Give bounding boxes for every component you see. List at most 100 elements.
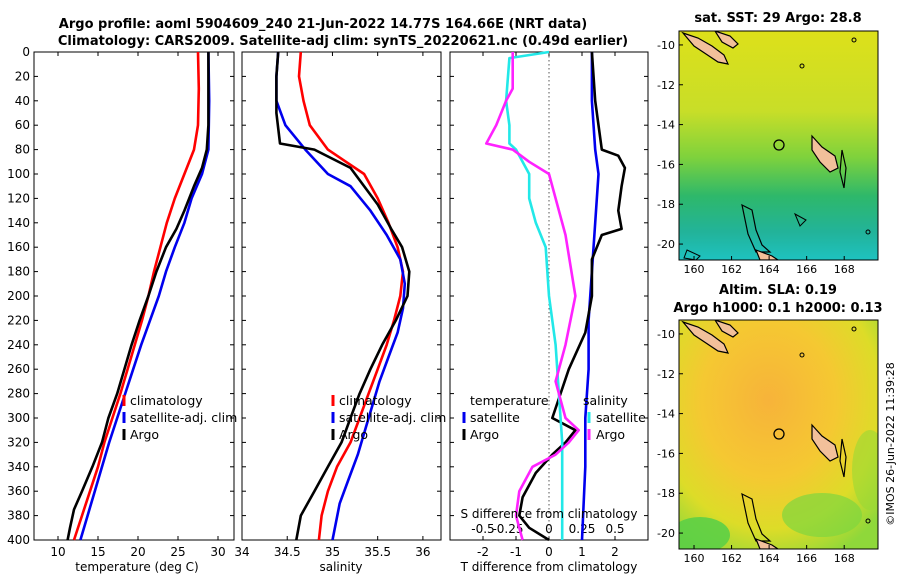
legend-argo-label: Argo xyxy=(339,427,368,442)
legend-climatology-label: climatology xyxy=(130,393,203,408)
sla-map-coast xyxy=(679,320,878,549)
map-x-tick-label: 168 xyxy=(834,263,855,276)
series-line-s-argo xyxy=(484,52,581,541)
y-tick-label: 60 xyxy=(15,118,30,132)
x-tick-label: 30 xyxy=(210,545,225,559)
x-tick-label: 34.5 xyxy=(274,545,301,559)
map-y-tick-label: -10 xyxy=(657,39,675,52)
map-y-tick-label: -14 xyxy=(657,119,675,132)
series-line-t-argo xyxy=(517,51,627,542)
map-x-tick-label: 160 xyxy=(684,552,705,565)
temperature-legend: climatology satellite-adj. clim Argo xyxy=(122,393,237,442)
map-x-tick-label: 162 xyxy=(721,552,742,565)
sla-map-axes: 160 162 164 166 168 -10 -12 -14 -16 -18 -20 xyxy=(657,328,855,565)
x-tick-label: 35 xyxy=(325,545,340,559)
map-y-tick-label: -12 xyxy=(657,368,675,381)
map-x-tick-label: 160 xyxy=(684,263,705,276)
sst-map-frame xyxy=(678,30,879,261)
sst-map-axes: 160 162 164 166 168 -10 -12 -14 -16 -18 -20 xyxy=(657,39,855,276)
map-y-tick-label: -20 xyxy=(657,527,675,540)
map-x-tick-label: 168 xyxy=(834,552,855,565)
legend-s-satellite-label: satellite xyxy=(596,410,646,425)
legend-argo-label: Argo xyxy=(130,427,159,442)
sla-map-frame xyxy=(678,319,879,550)
map-y-tick-label: -18 xyxy=(657,198,675,211)
difference-panel: -2 -1 0 1 2-0.5-0.25 0 0.25 0.5 xyxy=(449,50,649,559)
sst-map-title: sat. SST: 29 Argo: 28.8 xyxy=(694,11,861,26)
legend-satellite-label: satellite-adj. clim xyxy=(339,410,446,425)
salinity-legend: climatology satellite-adj. clim Argo xyxy=(331,393,446,442)
series-line-climatology xyxy=(297,51,405,541)
x-tick-label: 0 xyxy=(545,545,553,559)
x-tick-label: -2 xyxy=(477,545,489,559)
y-tick-label: 300 xyxy=(7,411,30,425)
x-tick-label: -1 xyxy=(510,545,522,559)
y-tick-label: 40 xyxy=(15,94,30,108)
x-tick-label: 20 xyxy=(130,545,145,559)
legend-t-argo-label: Argo xyxy=(470,427,499,442)
y-tick-label: 200 xyxy=(7,289,30,303)
s-diff-tick-label: -0.5 xyxy=(471,522,494,536)
y-tick-label: 80 xyxy=(15,143,30,157)
temperature-xlabel: temperature (deg C) xyxy=(75,560,198,574)
legend-salinity-title: salinity xyxy=(583,393,628,408)
series-line-satellite-adj-clim xyxy=(275,51,407,541)
sst-map: sat. SST: 29 Argo: 28.8 160 162 164 166 168 -… xyxy=(657,11,879,276)
y-tick-label: 220 xyxy=(7,313,30,327)
sla-map: Altim. SLA: 0.19 Argo h1000: 0.1 h2000: … xyxy=(657,283,883,565)
sla-map-title-2: Argo h1000: 0.1 h2000: 0.13 xyxy=(673,301,882,316)
x-tick-label: 15 xyxy=(90,545,105,559)
sla-map-title-1: Altim. SLA: 0.19 xyxy=(719,283,837,298)
x-tick-label: 1 xyxy=(578,545,586,559)
y-tick-label: 20 xyxy=(15,69,30,83)
series-line-s-satellite xyxy=(504,50,564,540)
map-y-tick-label: -12 xyxy=(657,79,675,92)
y-tick-label: 160 xyxy=(7,240,30,254)
map-x-tick-label: 166 xyxy=(796,552,817,565)
x-tick-label: 25 xyxy=(170,545,185,559)
sst-argo-marker xyxy=(773,139,785,151)
x-tick-label: 34 xyxy=(234,545,249,559)
map-y-tick-label: -16 xyxy=(657,158,675,171)
temperature-panel: 0 20 40 60 80 100 120 140 160 180 200 220 240 260 280 3… xyxy=(7,45,235,559)
sla-argo-marker xyxy=(773,428,785,440)
map-x-tick-label: 164 xyxy=(759,552,780,565)
y-tick-label: 400 xyxy=(7,533,30,547)
map-y-tick-label: -16 xyxy=(657,447,675,460)
title-line-1: Argo profile: aoml 5904609_240 21-Jun-20… xyxy=(59,17,587,32)
legend-temperature-title: temperature xyxy=(470,393,549,408)
legend-s-argo-label: Argo xyxy=(596,427,625,442)
sst-map-field xyxy=(679,31,878,260)
legend-satellite-label: satellite-adj. clim xyxy=(130,410,237,425)
salinity-panel: 34 34.5 35 35.5 36 xyxy=(234,51,442,559)
map-y-tick-label: -18 xyxy=(657,487,675,500)
sst-map-coast xyxy=(681,31,871,260)
axes-frame xyxy=(241,51,442,541)
y-tick-label: 140 xyxy=(7,216,30,230)
map-x-tick-label: 166 xyxy=(796,263,817,276)
y-tick-label: 340 xyxy=(7,460,30,474)
y-tick-label: 120 xyxy=(7,191,30,205)
series-line-argo xyxy=(66,52,210,541)
imos-watermark: ©IMOS 26-Jun-2022 11:39:28 xyxy=(884,362,897,526)
x-tick-label: 10 xyxy=(50,545,65,559)
map-x-tick-label: 164 xyxy=(759,263,780,276)
s-diff-tick-label: -0.25 xyxy=(492,522,523,536)
y-tick-label: 280 xyxy=(7,387,30,401)
x-tick-label: 36 xyxy=(415,545,430,559)
s-diff-tick-label: 0 xyxy=(545,522,553,536)
y-tick-label: 260 xyxy=(7,362,30,376)
y-tick-label: 380 xyxy=(7,509,30,523)
y-tick-label: 360 xyxy=(7,484,30,498)
difference-legend: temperature satellite Argo salinity sate… xyxy=(462,393,646,442)
y-tick-label: 0 xyxy=(22,45,30,59)
legend-t-satellite-label: satellite xyxy=(470,410,520,425)
y-tick-label: 180 xyxy=(7,265,30,279)
x-tick-label: 35.5 xyxy=(364,545,391,559)
y-tick-label: 240 xyxy=(7,338,30,352)
map-y-tick-label: -20 xyxy=(657,238,675,251)
axes-frame xyxy=(33,51,235,541)
series-line-argo xyxy=(275,51,411,541)
y-tick-label: 320 xyxy=(7,435,30,449)
